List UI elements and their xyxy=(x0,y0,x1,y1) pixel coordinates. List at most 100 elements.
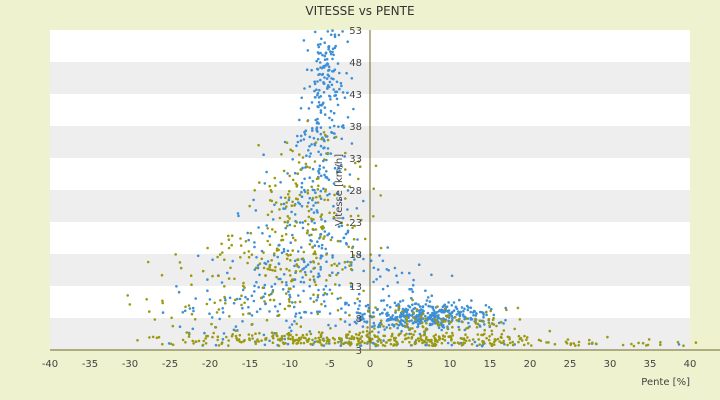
data-point xyxy=(420,338,424,342)
data-point xyxy=(367,310,370,313)
data-point xyxy=(311,246,314,249)
data-point xyxy=(358,318,361,322)
data-point xyxy=(303,133,307,136)
data-point xyxy=(243,301,246,305)
data-point xyxy=(482,313,485,316)
data-point xyxy=(291,341,295,345)
data-point xyxy=(261,232,264,235)
x-tick-labels: -40 -35 -30 -25 -20 -15 -10 -5 0 5 10 15 20 25 30 35 40 xyxy=(42,359,697,370)
data-point xyxy=(380,299,383,303)
data-point xyxy=(268,265,271,269)
data-point xyxy=(317,288,320,292)
data-point xyxy=(284,226,288,230)
data-point xyxy=(372,311,375,314)
data-point xyxy=(317,105,320,109)
data-point xyxy=(285,283,288,287)
data-point xyxy=(241,313,245,316)
data-point xyxy=(311,129,314,132)
data-point xyxy=(319,42,322,46)
data-point xyxy=(429,339,433,343)
data-point xyxy=(478,319,482,323)
data-point xyxy=(247,312,250,315)
data-point xyxy=(332,124,336,128)
data-point xyxy=(332,53,335,57)
data-point xyxy=(366,335,370,339)
data-point xyxy=(632,344,636,348)
data-point xyxy=(323,158,326,161)
data-point xyxy=(488,324,492,327)
data-point xyxy=(374,343,377,346)
x-tick-label: -5 xyxy=(325,359,335,370)
data-point xyxy=(442,309,446,312)
data-point xyxy=(310,233,313,237)
data-point xyxy=(251,322,254,326)
data-point xyxy=(451,317,454,320)
data-point xyxy=(408,340,411,344)
data-point xyxy=(506,343,509,347)
data-point xyxy=(341,268,344,271)
data-point xyxy=(205,302,209,306)
data-point xyxy=(205,334,208,338)
data-point xyxy=(283,334,286,338)
data-point xyxy=(319,254,323,257)
data-point xyxy=(348,337,352,340)
data-point xyxy=(270,190,273,194)
data-point xyxy=(329,98,332,101)
data-point xyxy=(349,261,352,264)
data-point xyxy=(337,166,340,169)
data-point xyxy=(136,339,139,342)
data-point xyxy=(419,334,423,338)
data-point xyxy=(329,33,333,37)
data-point xyxy=(294,238,297,242)
data-point xyxy=(318,341,322,344)
data-point xyxy=(396,319,400,322)
data-point xyxy=(345,71,348,75)
data-point xyxy=(318,61,322,64)
data-point xyxy=(345,335,348,339)
data-point xyxy=(323,173,326,177)
data-point xyxy=(239,244,243,247)
data-point xyxy=(193,318,197,321)
data-point xyxy=(392,318,396,321)
data-point xyxy=(381,287,385,291)
data-point xyxy=(324,304,327,308)
data-point xyxy=(483,323,486,326)
data-point xyxy=(230,334,234,338)
data-point xyxy=(160,273,164,277)
data-point xyxy=(421,305,425,309)
data-point xyxy=(352,107,355,111)
data-point xyxy=(461,313,465,316)
data-point xyxy=(274,305,277,308)
data-point xyxy=(407,328,411,331)
data-point xyxy=(413,302,417,306)
data-point xyxy=(358,331,362,335)
data-point xyxy=(310,68,313,72)
data-point xyxy=(273,282,277,286)
data-point xyxy=(335,192,339,195)
data-point xyxy=(241,306,244,310)
data-point xyxy=(470,299,473,302)
data-point xyxy=(466,308,470,312)
data-point xyxy=(395,274,398,278)
data-point xyxy=(336,239,340,243)
data-point xyxy=(346,260,349,264)
data-point xyxy=(301,156,305,159)
data-point xyxy=(288,190,291,193)
data-point xyxy=(296,140,300,144)
data-point xyxy=(228,296,232,300)
data-point xyxy=(229,266,232,270)
data-point xyxy=(201,269,205,273)
data-point xyxy=(283,307,287,311)
data-point xyxy=(349,285,353,288)
data-point xyxy=(326,30,330,33)
data-point xyxy=(441,334,445,338)
data-point xyxy=(487,306,491,309)
data-point xyxy=(261,286,265,290)
data-point xyxy=(330,236,334,239)
data-point xyxy=(641,341,645,345)
data-point xyxy=(413,330,417,333)
data-point xyxy=(280,280,284,284)
data-point xyxy=(318,167,321,171)
data-point xyxy=(448,321,452,324)
data-point xyxy=(513,327,516,331)
